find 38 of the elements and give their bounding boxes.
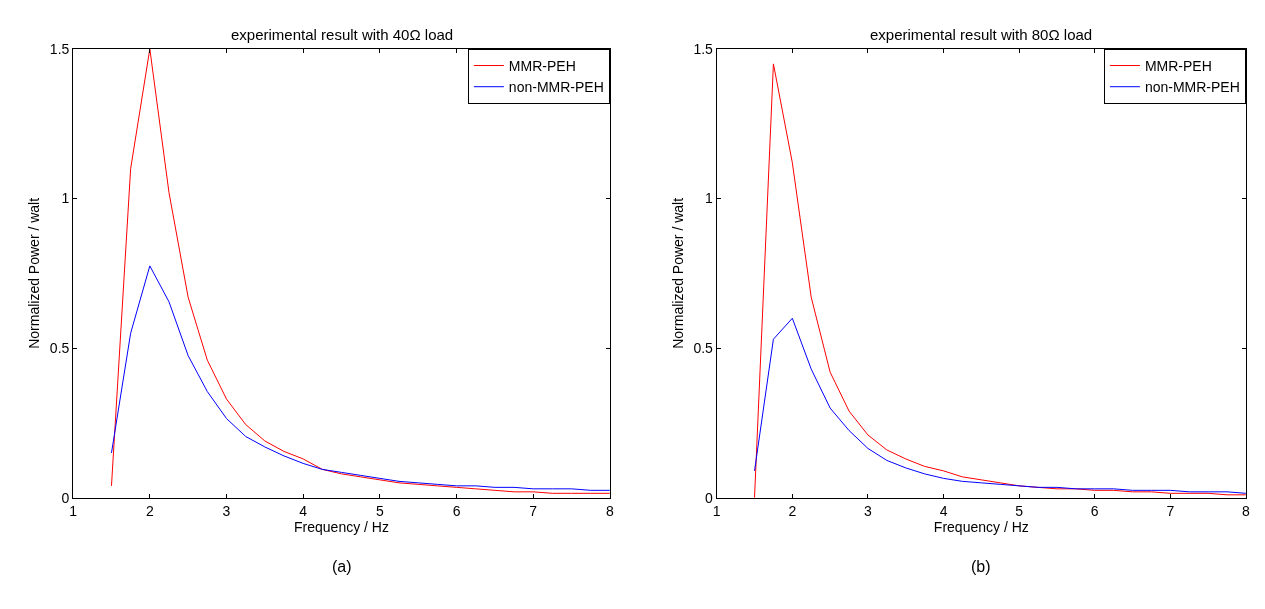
x-tick-label: 7	[529, 502, 538, 519]
text: (b)	[971, 558, 991, 575]
y-tick-label: 1	[61, 190, 70, 207]
line-series	[754, 317, 1246, 494]
x-axis-title: Frequency / Hz	[933, 518, 1029, 535]
y-axis-title: Normalized Power / walt	[26, 197, 43, 349]
y-tick-label: 0	[61, 489, 70, 506]
chart-title: experimental result with 40Ω load	[231, 26, 454, 43]
x-tick-label: 3	[222, 502, 231, 519]
text: (a)	[332, 558, 352, 575]
x-axis-title: Frequency / Hz	[294, 518, 389, 535]
x-tick-label: 5	[1015, 502, 1024, 519]
y-tick-label: 1.5	[49, 40, 70, 57]
line-series	[110, 265, 610, 491]
y-tick-label: 1	[705, 190, 714, 207]
x-tick-label: 3	[864, 502, 873, 519]
y-tick-label: 1.5	[693, 40, 714, 57]
legend-label: MMR-PEH	[508, 57, 576, 74]
x-tick-label: 8	[605, 502, 614, 519]
x-tick-label: 6	[452, 502, 461, 519]
x-tick-label: 2	[788, 502, 797, 519]
line-series	[754, 63, 1246, 498]
y-tick-label: 0.5	[693, 340, 714, 357]
y-axis-title: Normalized Power / walt	[670, 197, 687, 349]
x-tick-label: 4	[939, 502, 948, 519]
legend-label: non-MMR-PEH	[508, 79, 604, 96]
legend-label: MMR-PEH	[1144, 57, 1212, 74]
x-tick-label: 4	[299, 502, 308, 519]
y-tick-label: 0	[705, 489, 714, 506]
x-tick-label: 8	[1242, 502, 1251, 519]
legend-label: non-MMR-PEH	[1144, 79, 1240, 96]
x-tick-label: 6	[1090, 502, 1099, 519]
chart-title: experimental result with 80Ω load	[870, 26, 1093, 43]
x-tick-label: 2	[145, 502, 154, 519]
x-tick-label: 7	[1166, 502, 1175, 519]
line-series	[110, 48, 610, 494]
y-tick-label: 0.5	[49, 340, 70, 357]
x-tick-label: 5	[375, 502, 384, 519]
